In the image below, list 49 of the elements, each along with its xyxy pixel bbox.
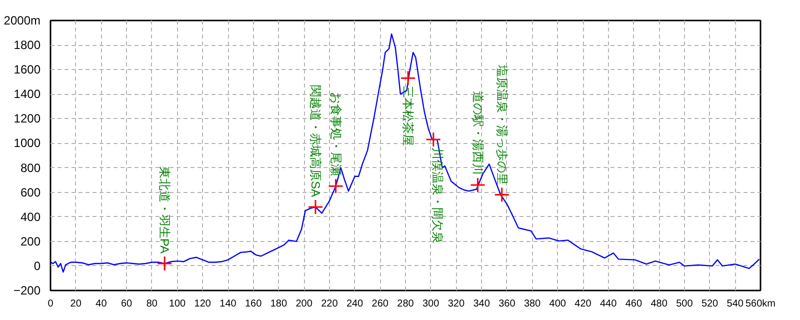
x-tick-label: 480 [650, 298, 668, 310]
annotation: 東北道・羽生PA [158, 166, 172, 254]
y-tick-label: 2000m [4, 14, 41, 28]
x-tick-label: 200 [296, 298, 313, 310]
x-tick-label: 420 [574, 298, 592, 310]
x-tick-label: 560km [745, 298, 776, 310]
x-tick-label: 340 [473, 298, 490, 310]
annotation: 川俣温泉・間欠泉 [430, 148, 444, 244]
x-tick-label: 120 [194, 298, 212, 310]
x-tick-label: 60 [121, 298, 133, 310]
x-tick-label: 240 [346, 298, 364, 310]
x-tick-label: 160 [245, 298, 262, 310]
x-tick-label: 100 [168, 298, 186, 310]
annotation: お食事処・尾瀬 [328, 92, 343, 176]
x-tick-label: 180 [270, 298, 288, 310]
x-tick-label: 280 [397, 298, 414, 310]
x-tick-label: 20 [70, 298, 82, 310]
y-tick-label: 1000 [14, 136, 41, 150]
x-tick-label: 220 [321, 298, 338, 310]
x-tick-label: 0 [48, 298, 54, 310]
annotation: 三本松茶屋 [401, 86, 416, 146]
y-tick-label: −200 [13, 284, 41, 298]
x-tick-label: 500 [676, 298, 694, 310]
y-tick-label: 800 [20, 160, 41, 175]
annotation: 関越道・赤城高原SA [308, 85, 322, 198]
x-tick-label: 400 [549, 298, 566, 310]
x-tick-label: 260 [372, 298, 389, 310]
y-tick-label: 1600 [14, 62, 41, 77]
y-tick-label: 1200 [14, 112, 41, 126]
x-tick-label: 540 [726, 298, 744, 310]
x-tick-label: 40 [96, 298, 108, 310]
y-tick-label: 400 [20, 210, 41, 224]
y-tick-label: 1800 [14, 38, 41, 52]
x-tick-label: 360 [498, 298, 516, 310]
y-tick-label: 200 [20, 234, 41, 248]
x-tick-label: 300 [422, 298, 440, 310]
x-tick-label: 80 [146, 298, 158, 310]
x-tick-label: 460 [625, 298, 642, 310]
y-tick-label: 1400 [14, 87, 41, 102]
x-tick-label: 520 [701, 298, 719, 310]
y-tick-label: 0 [34, 258, 41, 273]
annotation: 塩原温泉・湯っ歩の里 [494, 64, 509, 185]
line-series [50, 33, 760, 273]
annotation: 道の駅・湯西川 [470, 90, 485, 175]
x-tick-label: 140 [220, 298, 237, 310]
x-tick-label: 320 [448, 298, 465, 310]
y-tick-label: 600 [20, 185, 41, 200]
x-tick-label: 380 [524, 298, 542, 310]
x-tick-label: 440 [600, 298, 618, 310]
